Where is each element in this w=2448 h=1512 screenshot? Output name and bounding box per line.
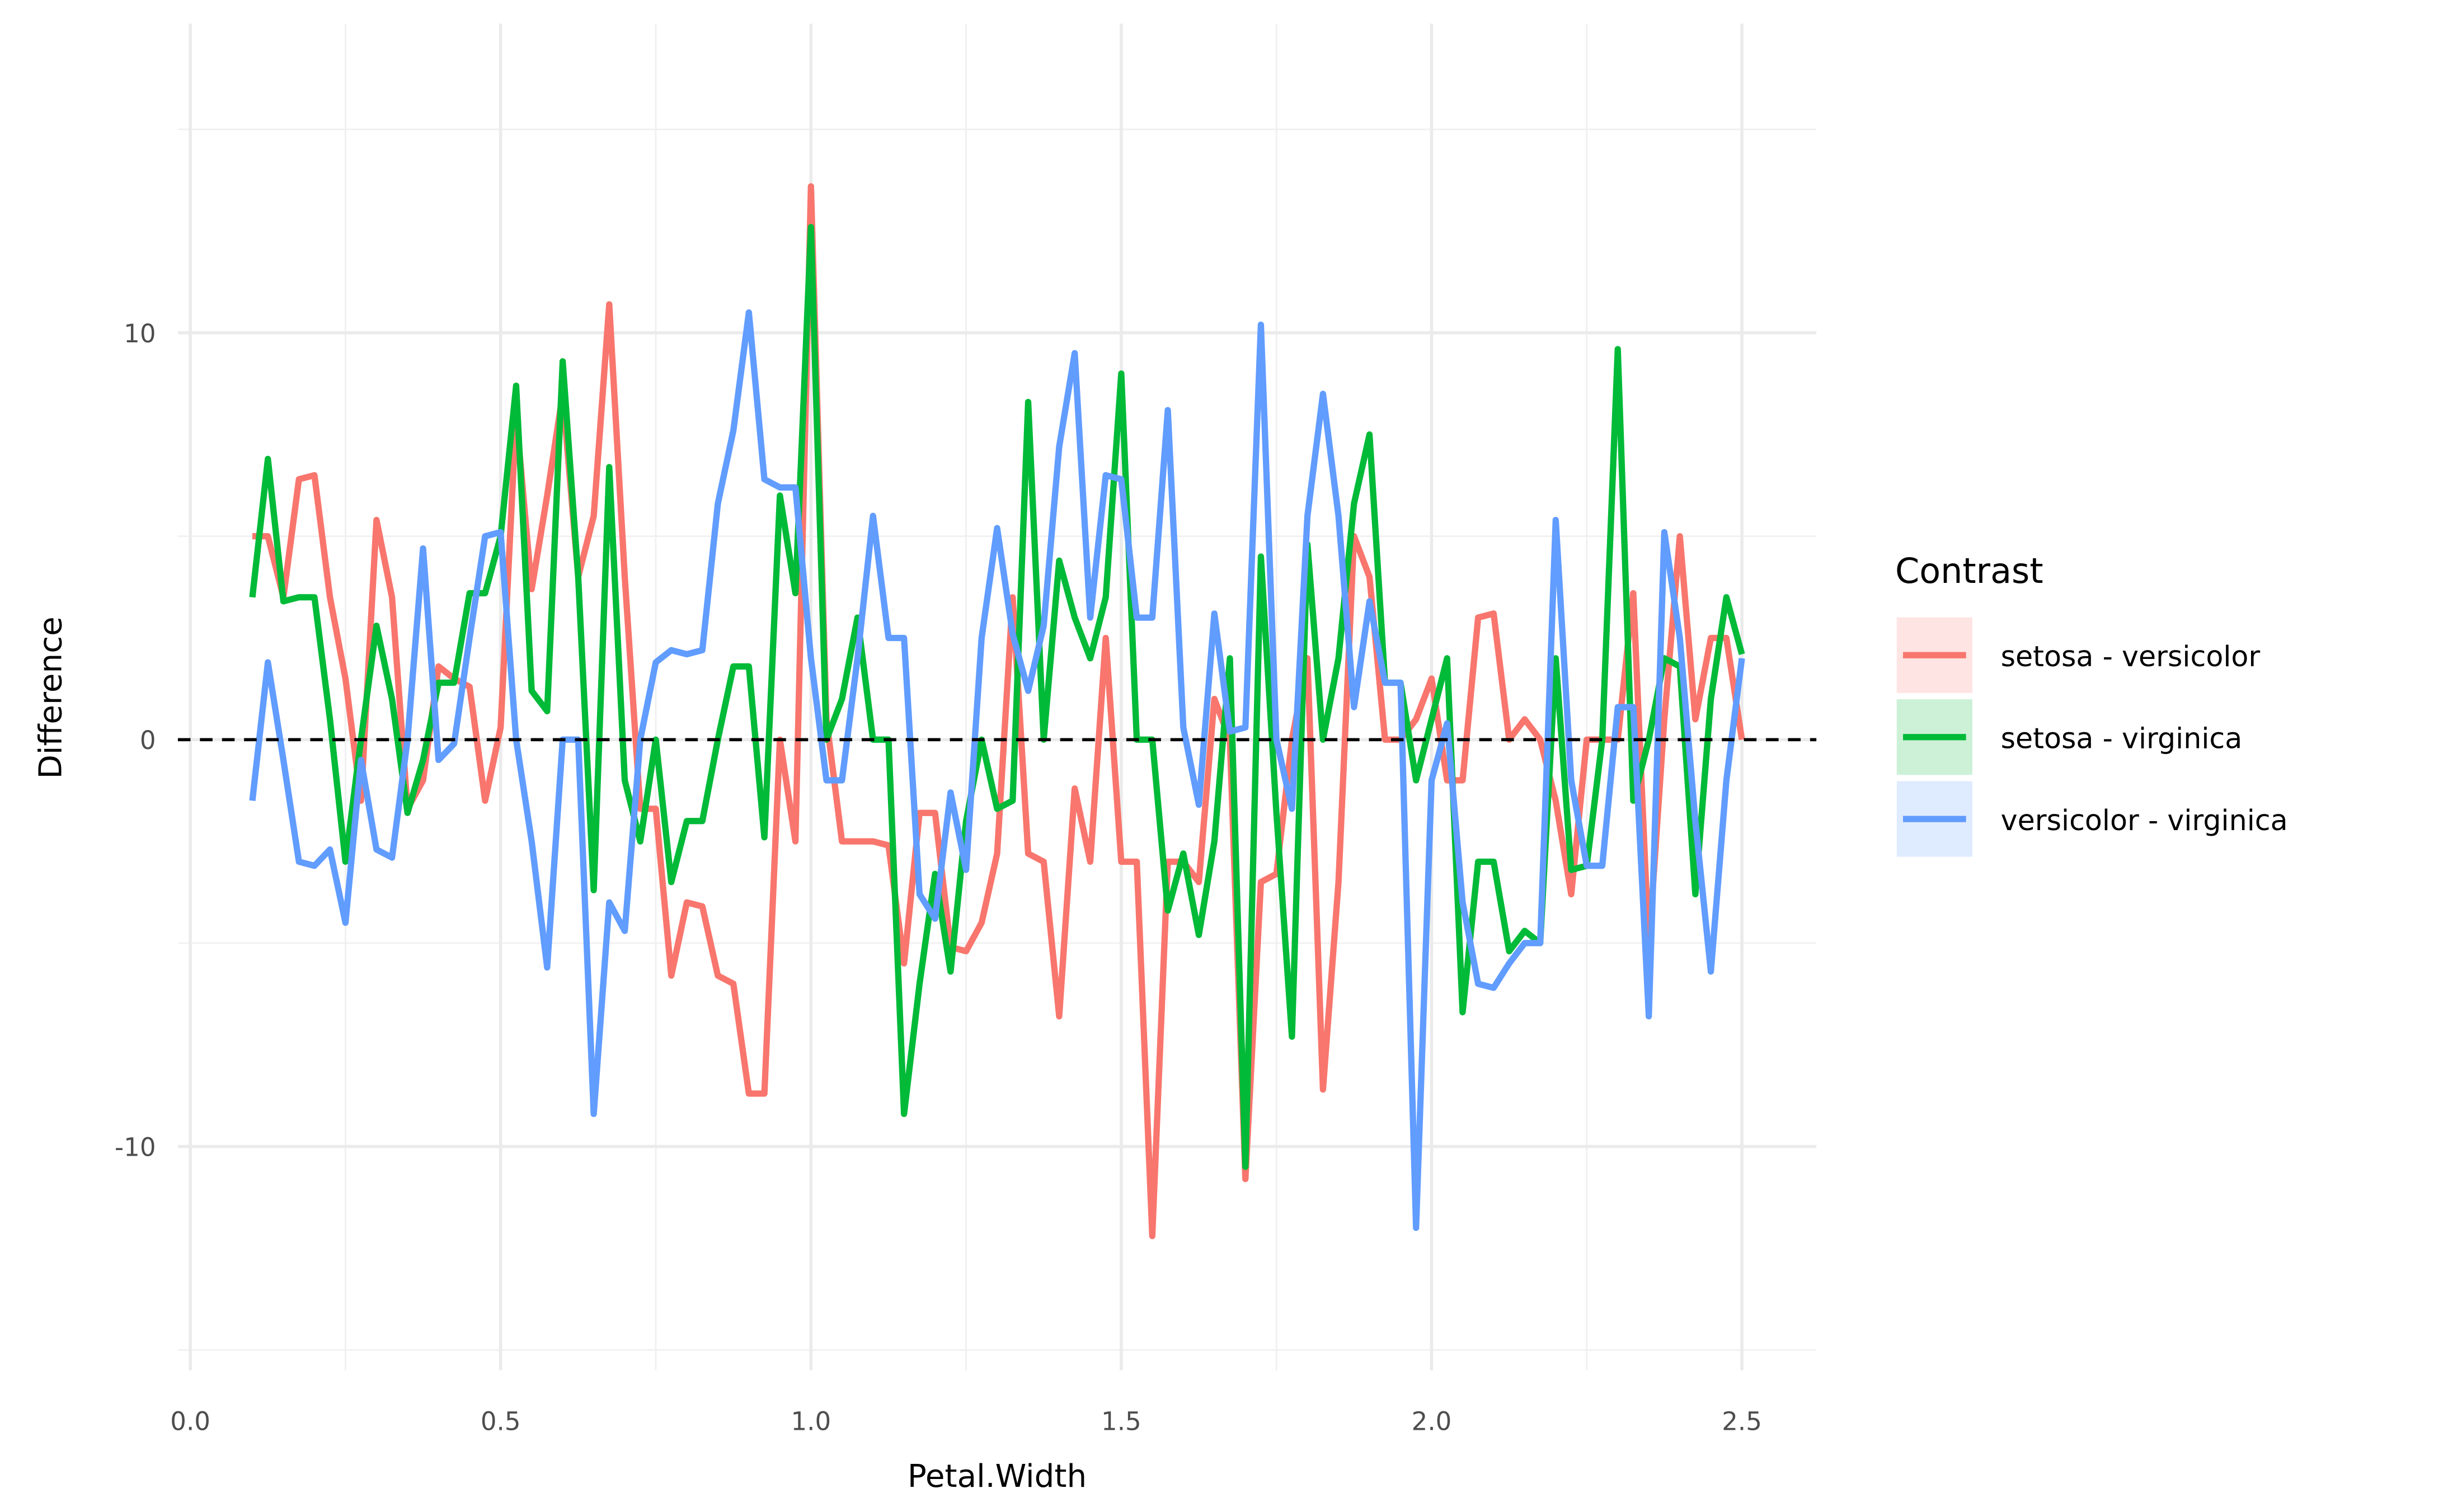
x-tick-label: 2.5	[1722, 1407, 1762, 1436]
y-tick-label: -10	[115, 1132, 156, 1162]
x-tick-label: 1.0	[791, 1407, 831, 1436]
x-tick-label: 1.5	[1101, 1407, 1141, 1436]
x-tick-label: 0.0	[170, 1407, 210, 1436]
line	[249, 224, 1745, 1170]
y-axis-title: Difference	[33, 616, 69, 779]
legend-title: Contrast	[1895, 551, 2043, 591]
legend-label: versicolor - virginica	[2001, 804, 2288, 837]
x-tick-label: 0.5	[481, 1407, 521, 1436]
line	[252, 183, 1745, 1240]
x-tick-label: 2.0	[1412, 1407, 1452, 1436]
legend-label: setosa - versicolor	[2001, 640, 2261, 673]
legend-label: setosa - virginica	[2001, 722, 2243, 755]
line	[249, 309, 1745, 1231]
y-tick-label: 10	[124, 319, 156, 348]
y-tick-label: 0	[140, 726, 156, 755]
x-axis-title: Petal.Width	[908, 1458, 1087, 1495]
